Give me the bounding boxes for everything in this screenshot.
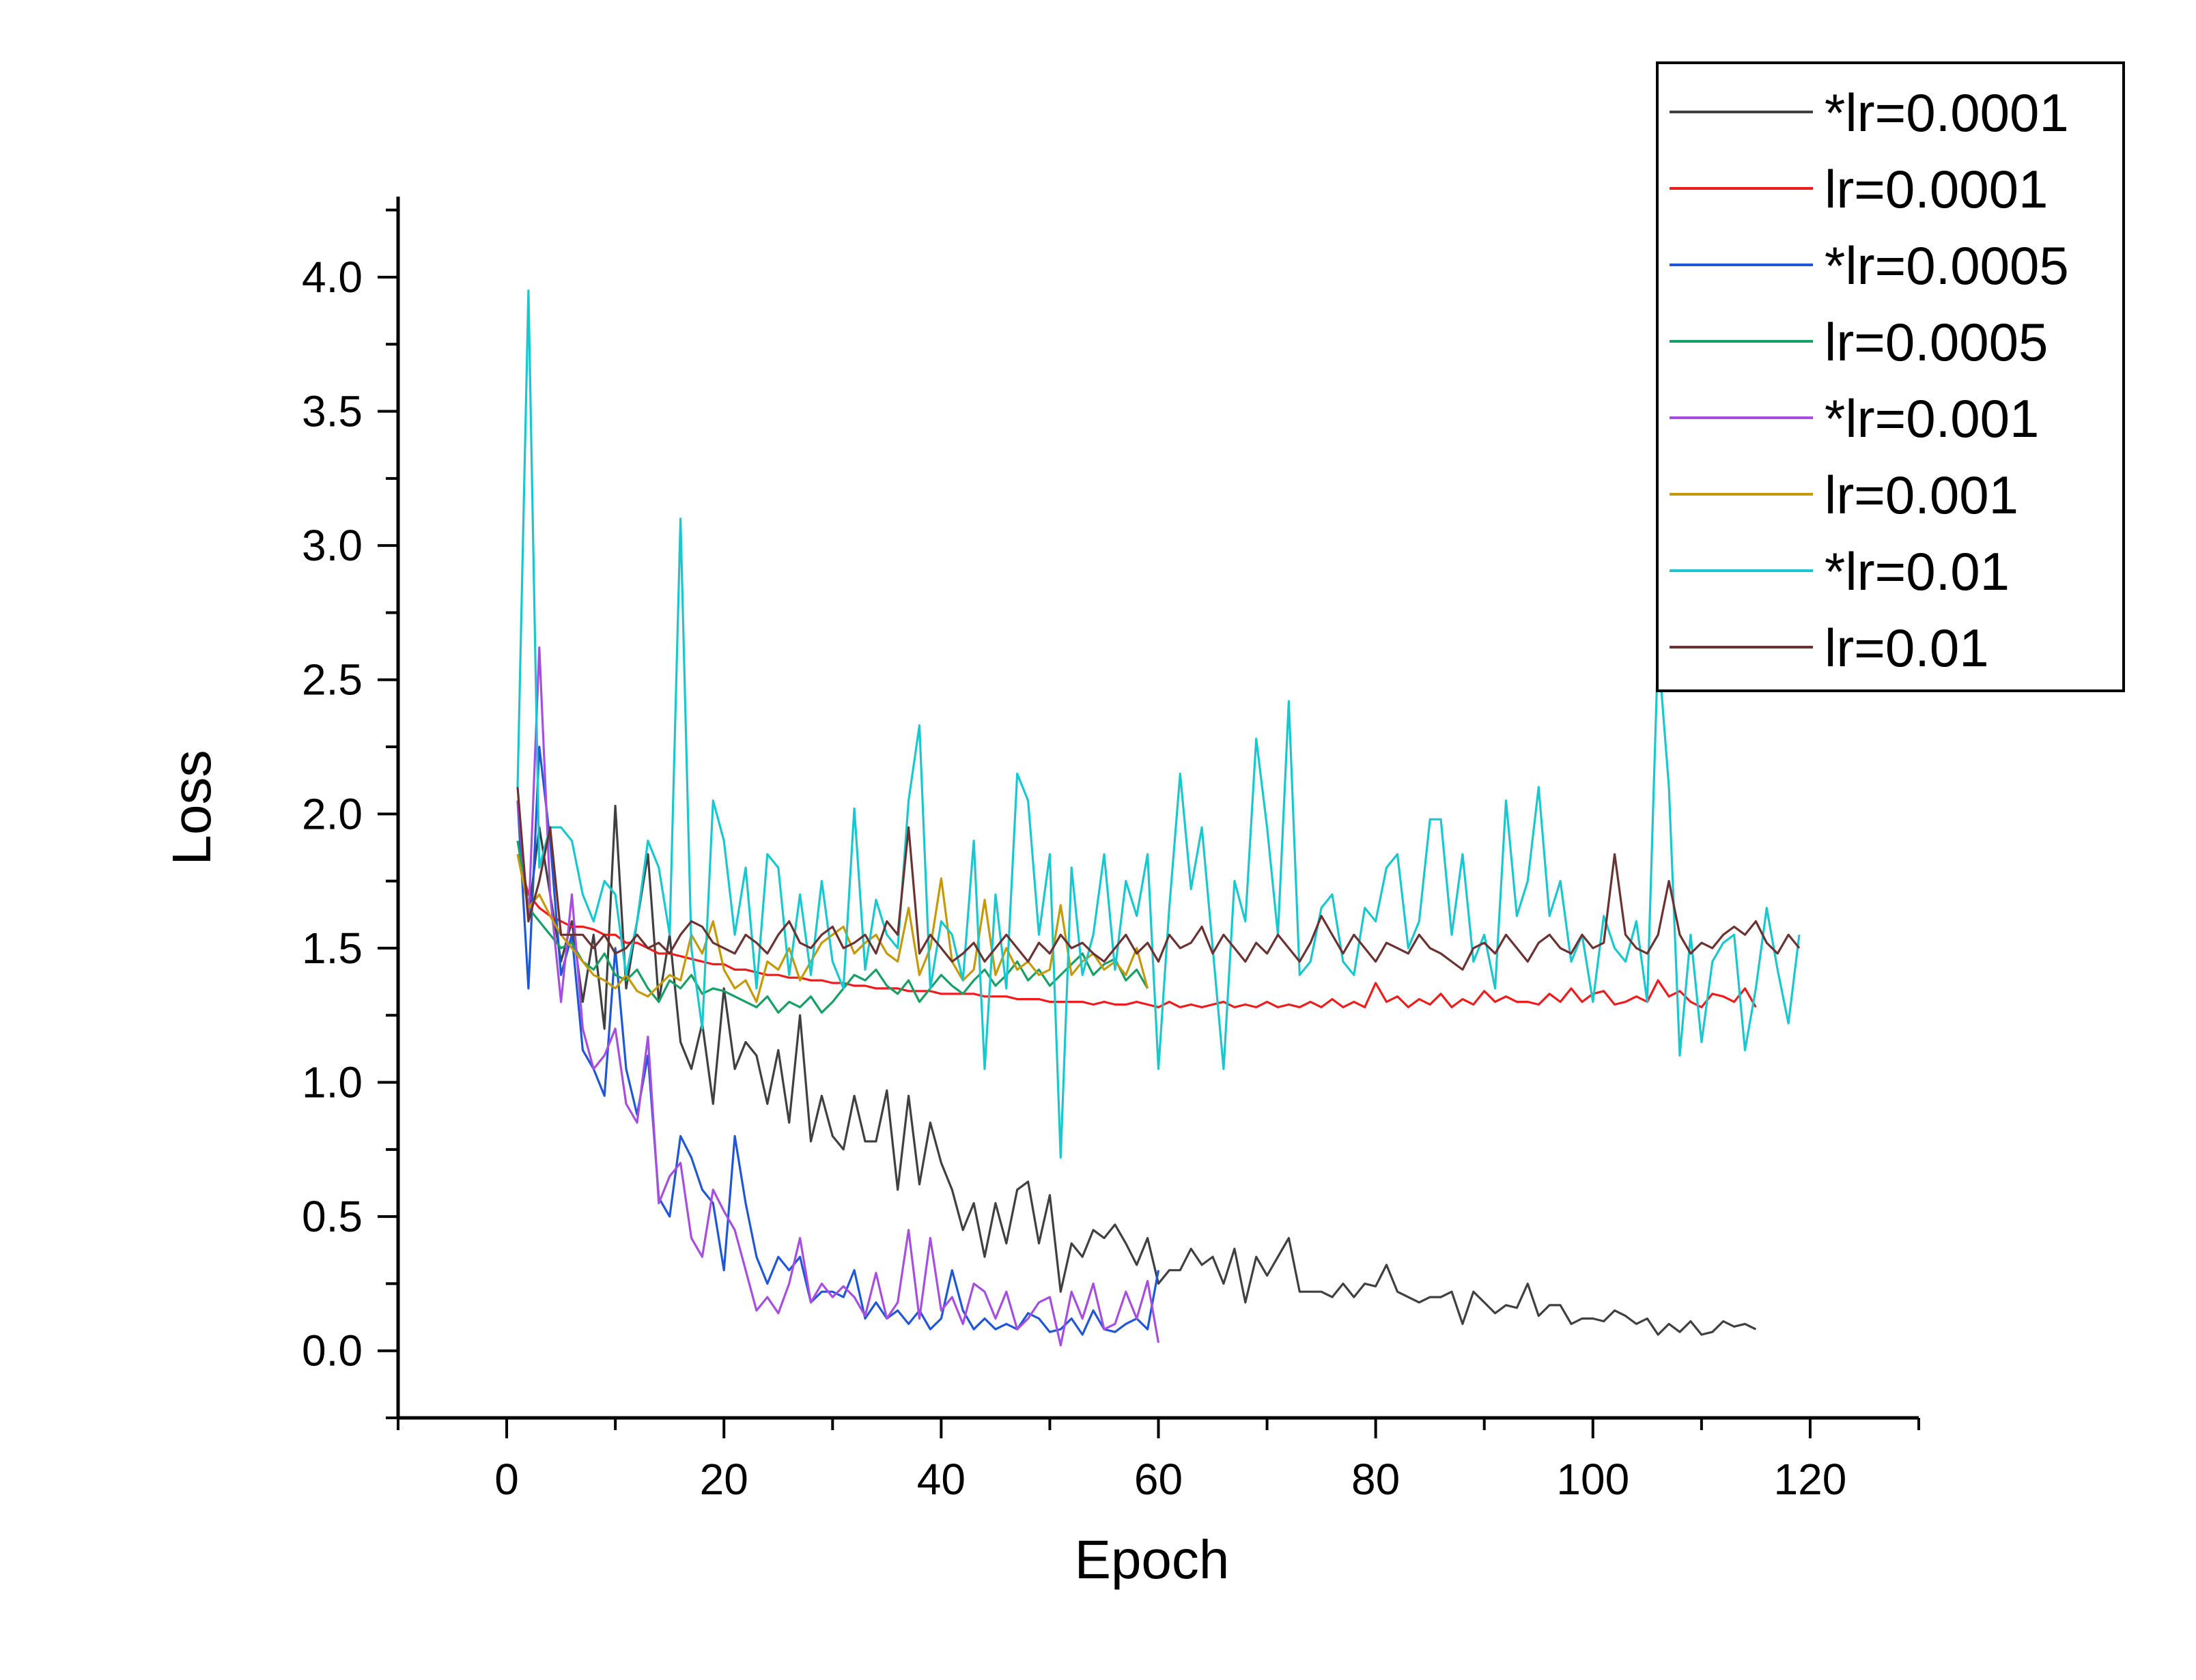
y-axis-title: Loss [161, 750, 222, 866]
series-line-8 [516, 786, 1801, 971]
legend-label: *lr=0.0001 [1825, 83, 2069, 143]
legend: *lr=0.0001 lr=0.0001 *lr=0.0005 lr=0.0005 *l… [1656, 61, 2125, 692]
y-tick-label: 4.0 [302, 253, 363, 302]
x-tick-label: 60 [1134, 1455, 1183, 1504]
y-tick-label: 0.0 [302, 1326, 363, 1376]
series-line-7 [516, 289, 1801, 1159]
x-tick-label: 0 [494, 1455, 519, 1504]
x-tick-label: 40 [917, 1455, 966, 1504]
y-tick-label: 1.5 [302, 924, 363, 973]
legend-label: lr=0.01 [1825, 618, 1989, 678]
series-line-3 [516, 745, 1160, 1336]
legend-label: lr=0.0005 [1825, 312, 2048, 372]
series-lines [516, 289, 1801, 1347]
series-line-6 [516, 853, 1149, 1003]
series-line-2 [516, 853, 1757, 1009]
legend-box [1656, 61, 2125, 692]
x-tick-label: 100 [1556, 1455, 1629, 1504]
y-tick-label: 2.0 [302, 789, 363, 838]
x-tick-label: 80 [1351, 1455, 1400, 1504]
y-tick-label: 3.5 [302, 387, 363, 436]
x-axis-title: Epoch [1075, 1529, 1230, 1590]
series-line-1 [516, 800, 1757, 1336]
axes: 0 20 40 60 80 100 120 0.0 0.5 1.0 1.5 2.0 2.5 3.0 3.5 4… [302, 197, 1920, 1504]
legend-label: *lr=0.001 [1825, 388, 2039, 449]
y-tick-label: 3.0 [302, 521, 363, 570]
y-tick-label: 0.5 [302, 1192, 363, 1241]
legend-label: *lr=0.0005 [1825, 236, 2069, 296]
y-tick-label: 1.0 [302, 1058, 363, 1107]
legend-label: lr=0.001 [1825, 465, 2018, 525]
legend-label: lr=0.0001 [1825, 159, 2048, 219]
series-line-5 [516, 646, 1160, 1347]
x-tick-label: 20 [700, 1455, 748, 1504]
y-tick-label: 2.5 [302, 655, 363, 704]
legend-label: *lr=0.01 [1825, 541, 2010, 601]
x-tick-label: 120 [1774, 1455, 1847, 1504]
